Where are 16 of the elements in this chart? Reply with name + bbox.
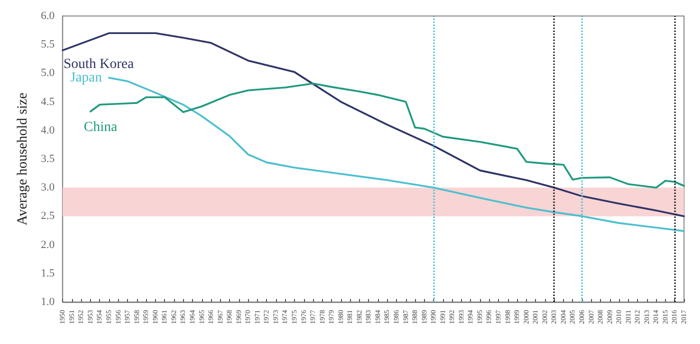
y-tick-label: 2.0 xyxy=(40,238,56,251)
y-tick-label: 6.0 xyxy=(40,10,56,22)
y-tick-label: 1.5 xyxy=(40,267,56,280)
y-tick-label: 4.5 xyxy=(40,96,56,108)
y-tick-label: 5.5 xyxy=(40,38,56,51)
y-tick-label: 5.0 xyxy=(40,67,56,80)
y-tick-label: 4.0 xyxy=(40,124,56,136)
line-series xyxy=(62,32,685,218)
series-label: South Korea xyxy=(63,56,135,72)
y-tick-label: 3.5 xyxy=(40,153,56,165)
y-tick-label: 1.0 xyxy=(40,296,56,308)
y-axis-title: Average household size xyxy=(16,92,30,226)
series-label: China xyxy=(84,120,118,136)
series-label: Japan xyxy=(70,70,102,86)
y-tick-label: 2.5 xyxy=(40,210,56,222)
y-tick-label: 3.0 xyxy=(40,182,56,194)
